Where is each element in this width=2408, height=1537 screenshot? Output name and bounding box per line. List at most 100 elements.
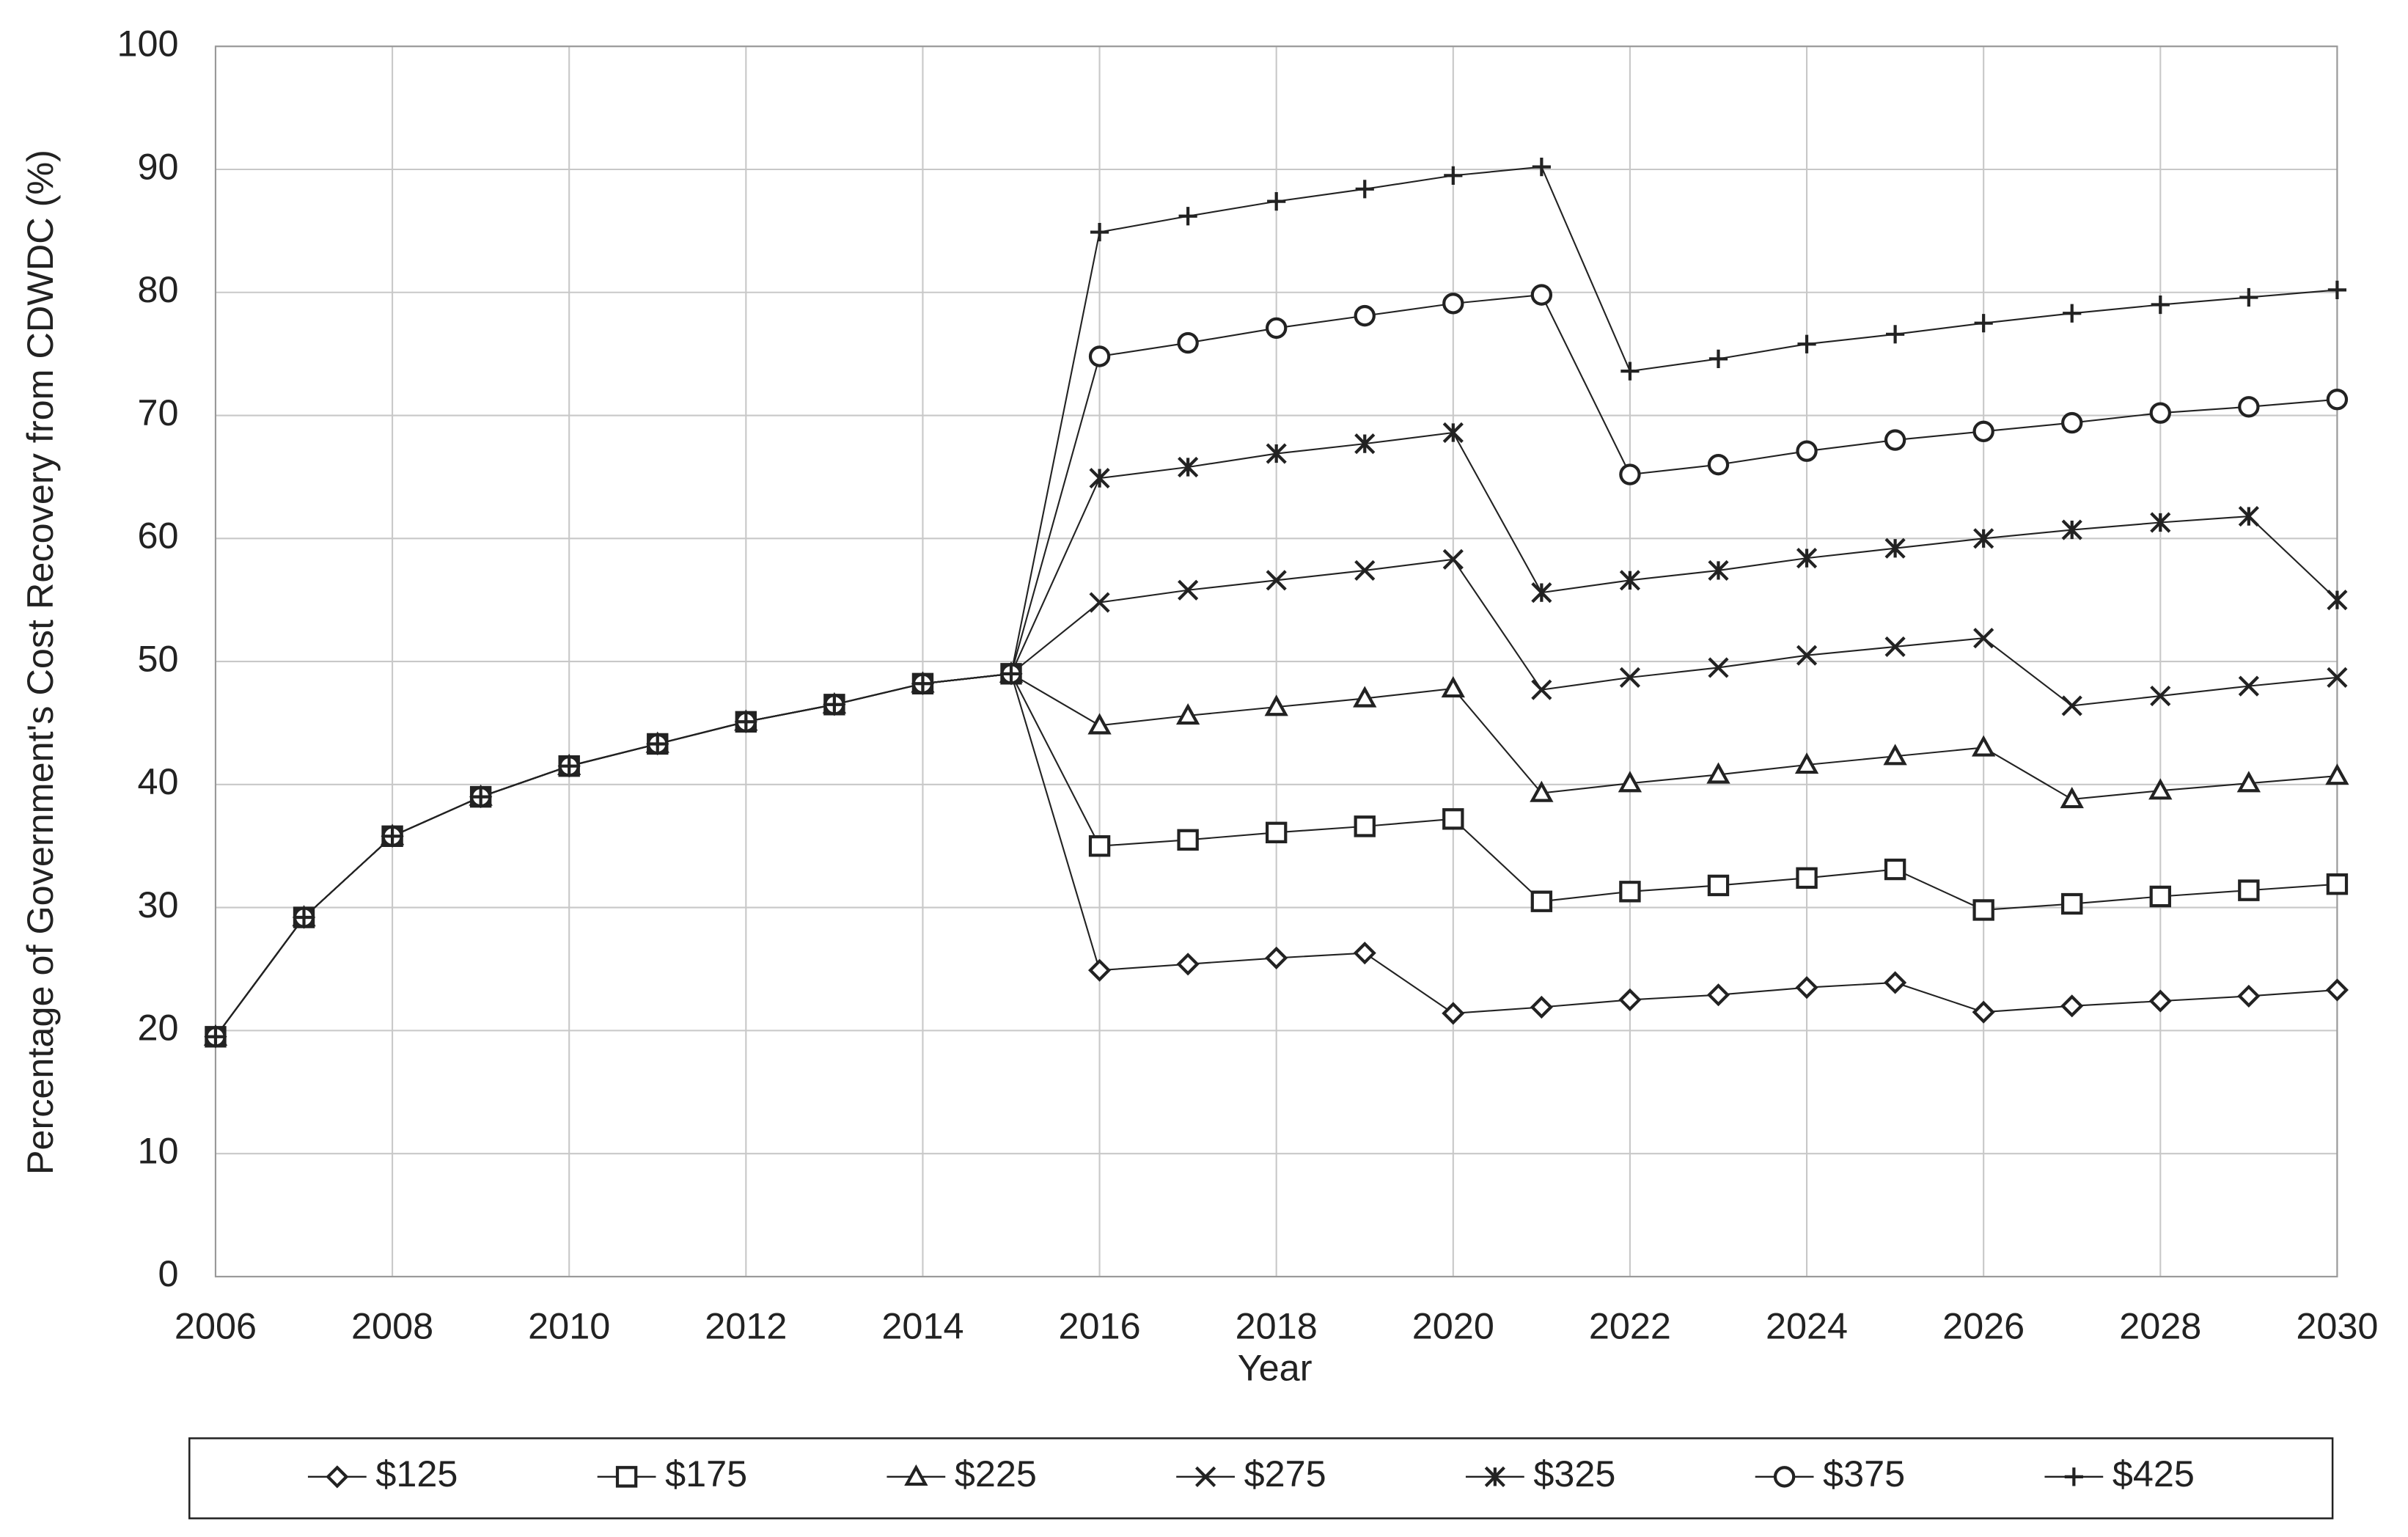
- marker: [1264, 694, 1288, 716]
- marker: [1441, 676, 1465, 698]
- marker: [1267, 192, 1286, 211]
- marker: [1619, 881, 1641, 903]
- marker: [2326, 389, 2349, 411]
- marker: [1618, 771, 1642, 793]
- marker: [2061, 892, 2083, 915]
- x-tick-label: 2006: [175, 1305, 257, 1347]
- marker: [913, 674, 933, 693]
- marker: [1442, 1002, 1465, 1025]
- marker: [1971, 735, 1996, 757]
- y-tick-label: 70: [138, 392, 179, 433]
- x-tick-label: 2024: [1766, 1305, 1848, 1347]
- marker: [1265, 317, 1288, 340]
- marker: [1531, 679, 1552, 700]
- marker: [2149, 402, 2171, 424]
- marker: [2238, 506, 2259, 527]
- marker: [1884, 636, 1906, 658]
- marker: [1353, 942, 1376, 965]
- marker: [1530, 284, 1553, 306]
- marker: [2327, 280, 2347, 300]
- legend-label: $275: [1244, 1453, 1326, 1494]
- marker: [1265, 821, 1288, 843]
- legend-marker: [1484, 1466, 1505, 1487]
- marker: [1619, 570, 1641, 591]
- marker: [1884, 971, 1907, 994]
- marker: [2060, 787, 2084, 809]
- marker: [2148, 778, 2173, 800]
- marker: [2060, 994, 2084, 1018]
- marker: [1796, 440, 1818, 462]
- legend-marker: [1773, 1466, 1796, 1488]
- marker: [1176, 953, 1200, 976]
- marker: [1972, 420, 1994, 443]
- legend-marker: [2064, 1467, 2083, 1486]
- marker: [1531, 582, 1552, 604]
- marker: [1794, 752, 1819, 774]
- marker: [1530, 780, 1554, 802]
- marker: [1354, 815, 1376, 837]
- marker: [2148, 989, 2172, 1013]
- y-tick-label: 10: [138, 1129, 179, 1171]
- legend-marker: [326, 1465, 349, 1489]
- marker: [1177, 829, 1199, 851]
- legend-box: [188, 1437, 2334, 1519]
- marker: [1884, 538, 1906, 559]
- marker: [1706, 983, 1730, 1007]
- marker: [1265, 946, 1288, 969]
- marker: [2238, 675, 2259, 697]
- marker: [1178, 456, 1199, 478]
- marker: [2061, 519, 2082, 540]
- marker: [1707, 453, 1730, 476]
- marker: [1796, 645, 1818, 666]
- marker: [1973, 528, 1994, 549]
- marker: [471, 788, 491, 807]
- x-tick-label: 2018: [1236, 1305, 1318, 1347]
- marker: [2325, 763, 2349, 785]
- y-tick-label: 20: [138, 1007, 179, 1049]
- marker: [2325, 978, 2349, 1002]
- marker: [1355, 180, 1374, 199]
- legend-marker: [615, 1466, 638, 1488]
- marker: [1088, 345, 1111, 367]
- marker: [1088, 835, 1111, 857]
- y-tick-label: 30: [138, 884, 179, 925]
- marker: [2326, 873, 2349, 895]
- x-tick-label: 2012: [705, 1305, 787, 1347]
- plot-frame: [214, 45, 2338, 1277]
- legend-label: $225: [955, 1453, 1037, 1494]
- marker: [736, 712, 755, 731]
- marker: [2327, 667, 2348, 688]
- marker: [1530, 995, 1553, 1019]
- marker: [2149, 885, 2171, 908]
- marker: [1530, 890, 1553, 912]
- marker: [206, 1027, 225, 1046]
- x-tick-label: 2026: [1942, 1305, 2025, 1347]
- marker: [1354, 433, 1376, 455]
- x-tick-label: 2020: [1412, 1305, 1494, 1347]
- marker: [1619, 463, 1641, 485]
- marker: [1354, 304, 1376, 327]
- marker: [1088, 958, 1112, 982]
- x-tick-label: 2016: [1059, 1305, 1141, 1347]
- x-tick-label: 2030: [2296, 1305, 2378, 1347]
- marker: [1442, 293, 1464, 315]
- marker: [559, 757, 579, 776]
- x-tick-label: 2014: [881, 1305, 963, 1347]
- y-tick-label: 0: [158, 1252, 179, 1294]
- x-tick-label: 2022: [1589, 1305, 1671, 1347]
- legend-marker: [904, 1464, 928, 1486]
- legend-label: $375: [1823, 1453, 1905, 1494]
- y-tick-label: 90: [138, 145, 179, 187]
- legend-label: $325: [1533, 1453, 1615, 1494]
- marker: [2237, 984, 2261, 1008]
- marker: [1442, 549, 1464, 570]
- legend-marker: [1195, 1466, 1216, 1487]
- marker: [1796, 867, 1818, 889]
- marker: [2150, 685, 2171, 707]
- marker: [1620, 362, 1640, 381]
- marker: [1177, 331, 1199, 354]
- marker: [1707, 874, 1730, 897]
- marker: [1002, 664, 1021, 683]
- marker: [1089, 468, 1110, 489]
